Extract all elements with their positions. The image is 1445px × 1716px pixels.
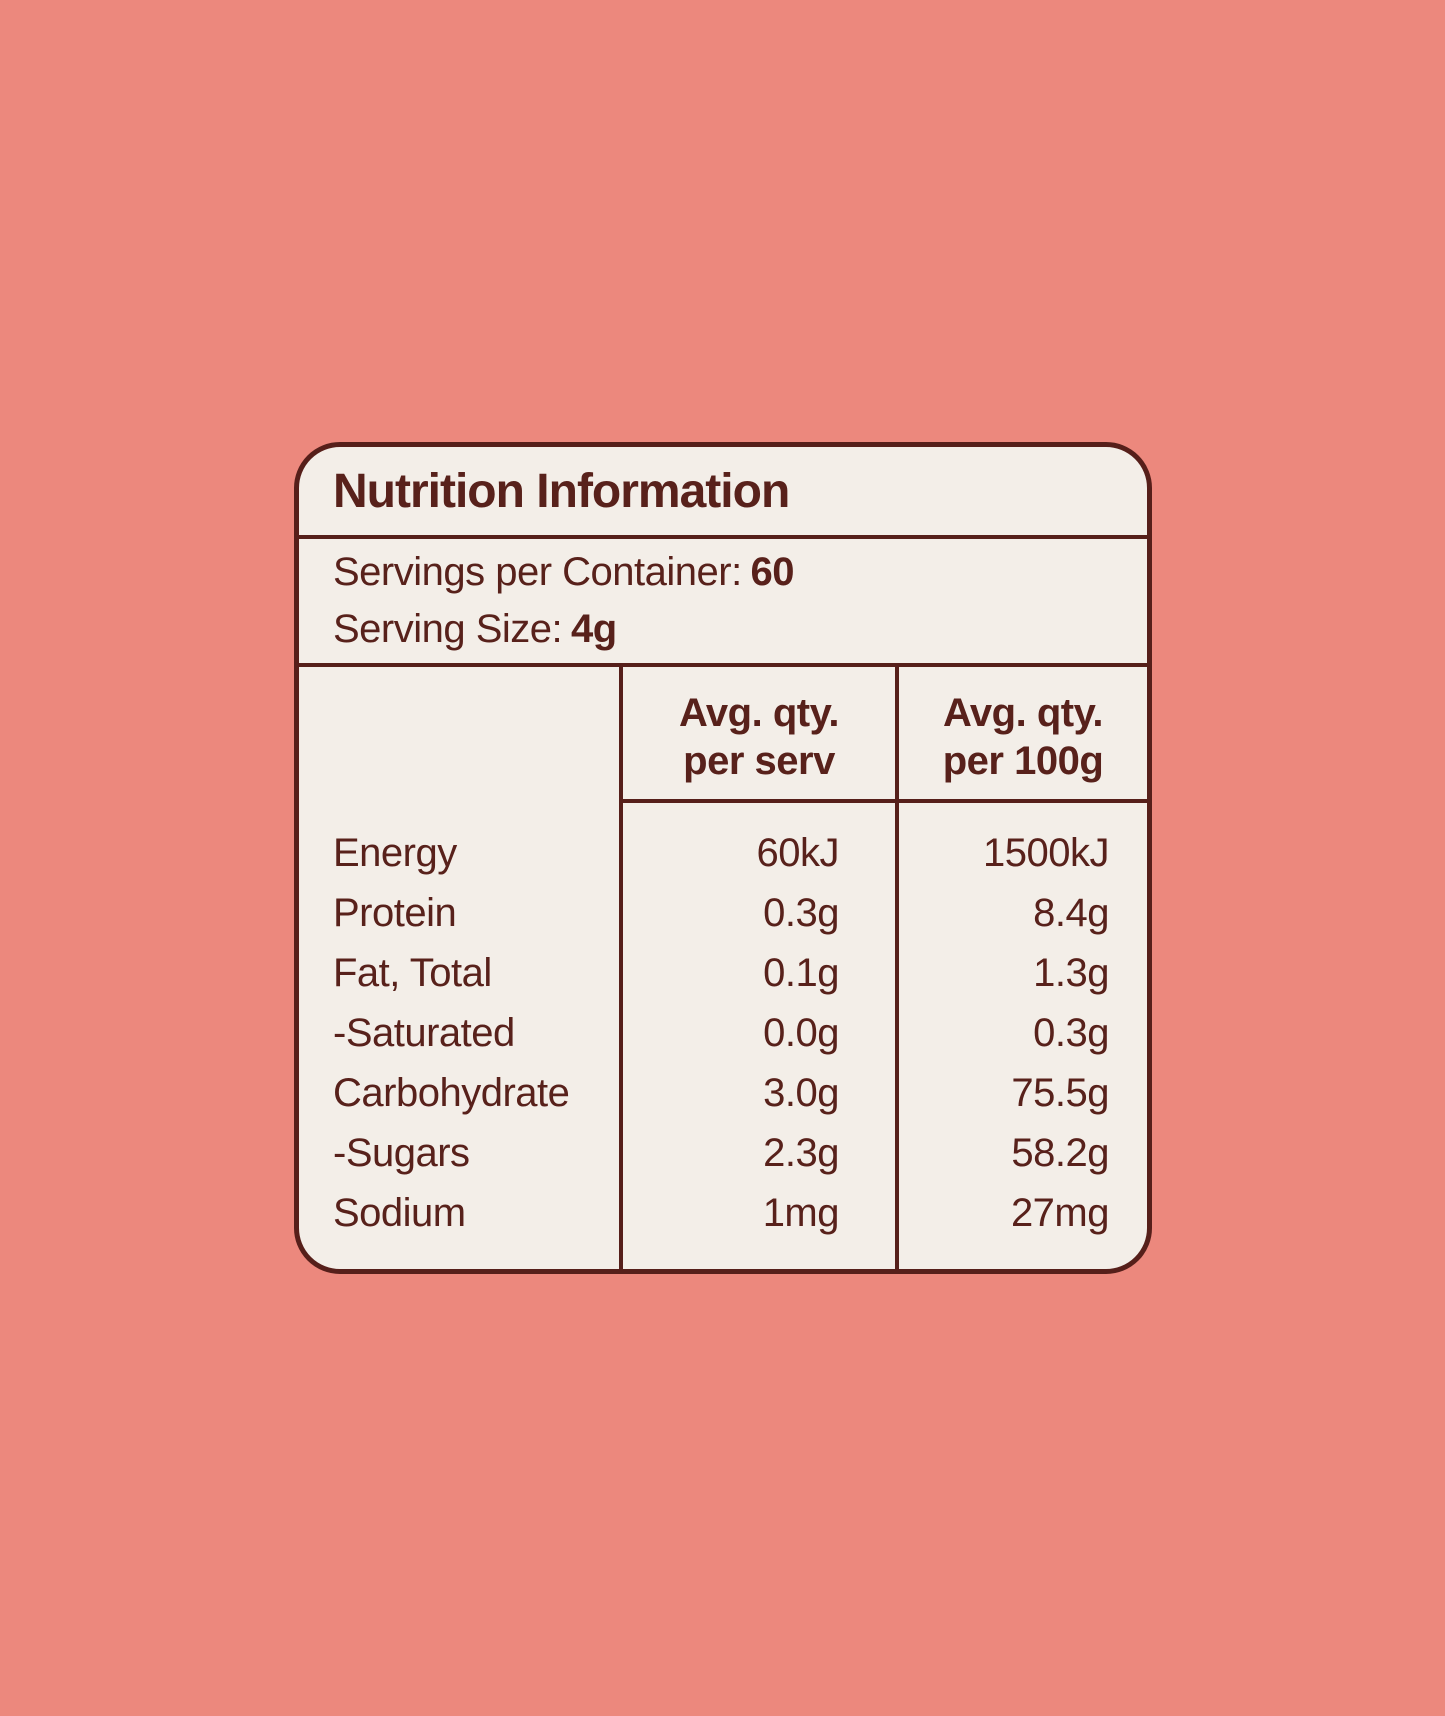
column-header-per-serv: Avg. qty. per serv bbox=[623, 667, 895, 803]
panel-title: Nutrition Information bbox=[333, 464, 790, 518]
nutrient-labels-body: Energy Protein Fat, Total -Saturated Car… bbox=[299, 803, 619, 1269]
serving-size: Serving Size: 4g bbox=[333, 601, 1147, 658]
servings-per-container-label: Servings per Container: bbox=[333, 550, 742, 594]
value-per-serv: 0.3g bbox=[763, 890, 839, 935]
column-header-per-serv-line1: Avg. qty. bbox=[679, 691, 839, 735]
value-per-100g: 0.3g bbox=[1033, 1010, 1109, 1055]
value-per-serv: 1mg bbox=[762, 1190, 840, 1235]
column-header-per-100g-line2: per 100g bbox=[942, 739, 1104, 783]
value-per-100g: 27mg bbox=[1010, 1190, 1110, 1235]
serving-size-value: 4g bbox=[570, 607, 617, 651]
per-100g-values-body: 1500kJ 8.4g 1.3g 0.3g 75.5g 58.2g 27mg bbox=[899, 803, 1147, 1269]
servings-per-container-value: 60 bbox=[750, 550, 795, 594]
value-per-100g: 1.3g bbox=[1033, 950, 1109, 995]
nutrient-label: -Sugars bbox=[333, 1130, 470, 1175]
nutrient-label: Energy bbox=[333, 830, 457, 875]
value-per-serv: 0.1g bbox=[763, 950, 839, 995]
value-per-100g: 8.4g bbox=[1033, 890, 1109, 935]
column-nutrients: Energy Protein Fat, Total -Saturated Car… bbox=[299, 667, 619, 1269]
column-header-blank bbox=[299, 667, 619, 803]
nutrition-table: Energy Protein Fat, Total -Saturated Car… bbox=[299, 667, 1147, 1269]
panel-title-section: Nutrition Information bbox=[299, 447, 1147, 539]
value-per-100g: 75.5g bbox=[1011, 1070, 1109, 1115]
value-per-100g: 58.2g bbox=[1011, 1130, 1109, 1175]
value-per-100g: 1500kJ bbox=[983, 830, 1109, 875]
serving-size-label: Serving Size: bbox=[333, 607, 563, 651]
serving-info-section: Servings per Container: 60 Serving Size: 4… bbox=[299, 539, 1147, 667]
column-per-serv: Avg. qty. per serv 60kJ 0.3g 0.1g 0.0g 3… bbox=[619, 667, 895, 1269]
value-per-serv: 3.0g bbox=[763, 1070, 839, 1115]
column-header-per-100g-line1: Avg. qty. bbox=[943, 691, 1103, 735]
nutrient-label: Protein bbox=[333, 890, 457, 935]
value-per-serv: 2.3g bbox=[763, 1130, 839, 1175]
column-header-per-serv-line2: per serv bbox=[683, 739, 835, 783]
per-serv-values-body: 60kJ 0.3g 0.1g 0.0g 3.0g 2.3g 1mg bbox=[623, 803, 895, 1269]
nutrition-panel: Nutrition Information Servings per Conta… bbox=[294, 442, 1152, 1274]
nutrient-label: Carbohydrate bbox=[333, 1070, 570, 1115]
column-header-per-100g: Avg. qty. per 100g bbox=[899, 667, 1147, 803]
column-per-100g: Avg. qty. per 100g 1500kJ 8.4g 1.3g 0.3g… bbox=[895, 667, 1147, 1269]
nutrient-label: Fat, Total bbox=[333, 950, 492, 995]
value-per-serv: 0.0g bbox=[763, 1010, 839, 1055]
nutrient-label: Sodium bbox=[333, 1190, 466, 1235]
value-per-serv: 60kJ bbox=[756, 830, 840, 875]
servings-per-container: Servings per Container: 60 bbox=[333, 544, 1147, 601]
nutrient-label: -Saturated bbox=[333, 1010, 515, 1055]
